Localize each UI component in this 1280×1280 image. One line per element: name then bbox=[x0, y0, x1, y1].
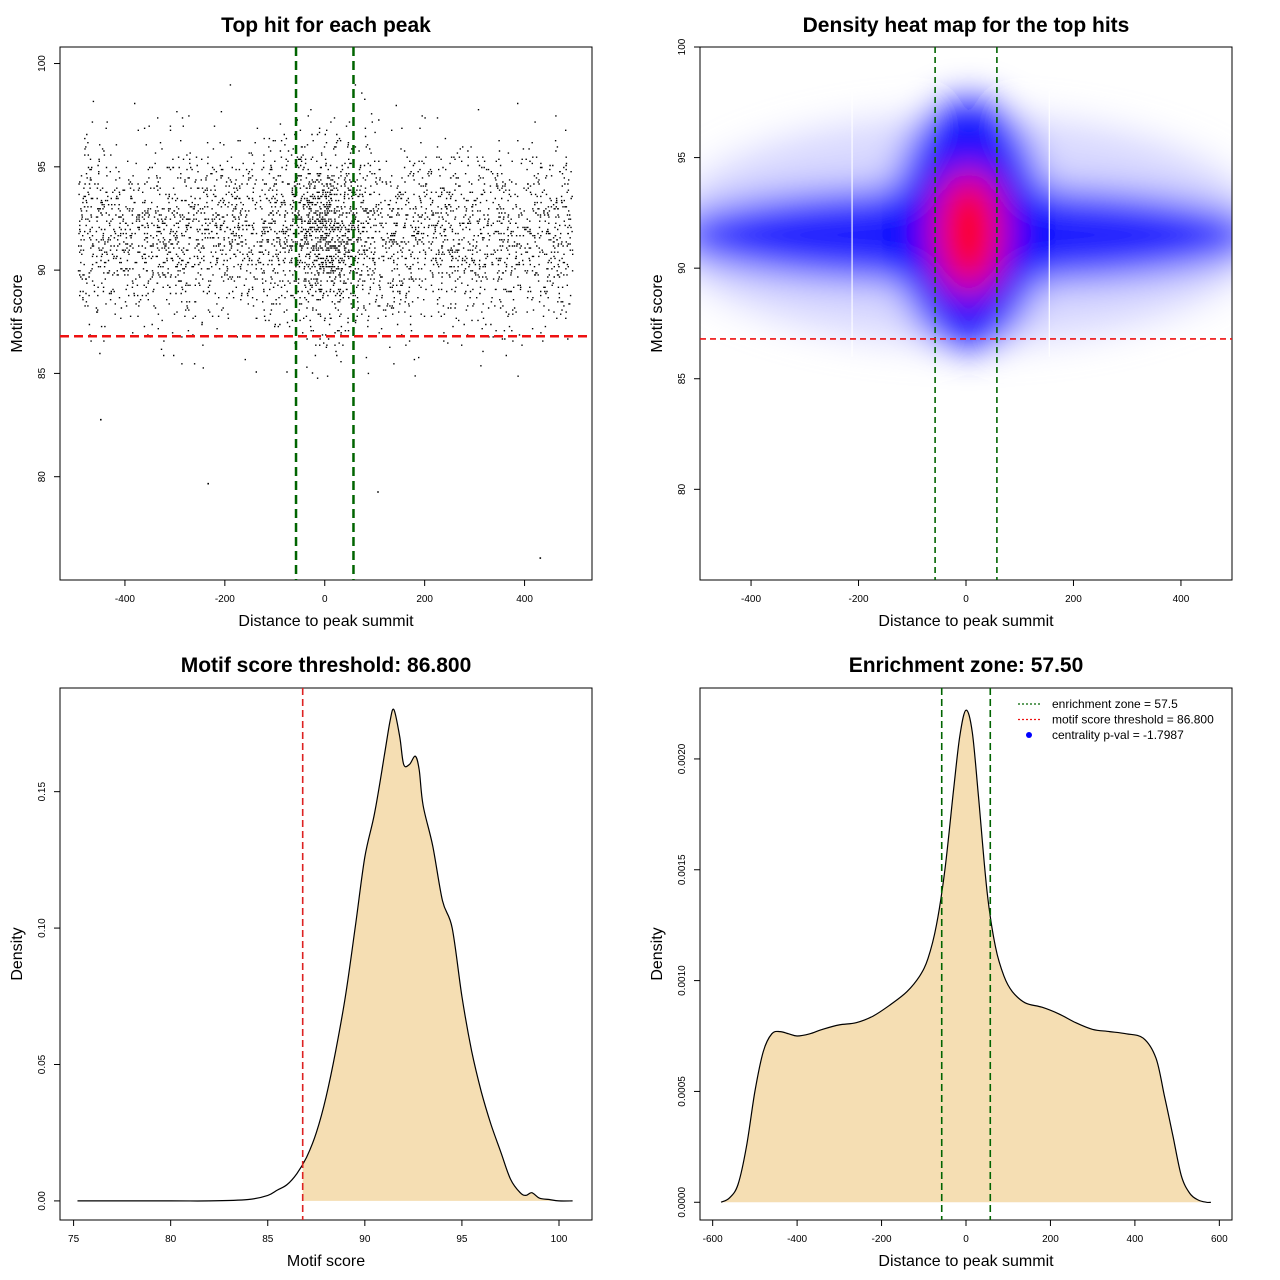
panel-scatter: Top hit for each peak Distance to peak su… bbox=[9, 14, 593, 630]
x-tick-label: 400 bbox=[1173, 594, 1190, 605]
x-tick-label: -400 bbox=[741, 594, 761, 605]
panel-enrichment-density: Enrichment zone: 57.50 Distance to peak s… bbox=[649, 654, 1233, 1270]
x-tick-label: 80 bbox=[165, 1234, 177, 1245]
heatmap-peak bbox=[934, 171, 1003, 292]
density-curve bbox=[720, 709, 1211, 1204]
y-tick-label: 0.0010 bbox=[677, 965, 688, 996]
y-tick-label: 80 bbox=[37, 471, 48, 483]
x-tick-label: 100 bbox=[551, 1234, 568, 1245]
y-tick-label: 100 bbox=[37, 55, 48, 72]
x-tick-label: 200 bbox=[416, 594, 433, 605]
x-tick-label: 200 bbox=[1065, 594, 1082, 605]
x-tick-label: -200 bbox=[849, 594, 869, 605]
chart-title: Enrichment zone: 57.50 bbox=[849, 654, 1084, 677]
density-fill bbox=[721, 710, 1211, 1203]
chart-title: Top hit for each peak bbox=[221, 14, 431, 37]
x-axis-label: Distance to peak summit bbox=[238, 613, 414, 630]
x-tick-label: 600 bbox=[1211, 1234, 1228, 1245]
x-tick-label: -200 bbox=[215, 594, 235, 605]
y-tick-label: 0.0000 bbox=[677, 1187, 688, 1218]
x-axis-label: Distance to peak summit bbox=[878, 613, 1054, 630]
heatmap-area bbox=[700, 47, 1232, 580]
panel-motif-density: Motif score threshold: 86.800 Motif score… bbox=[9, 654, 593, 1270]
y-tick-label: 80 bbox=[677, 483, 688, 495]
x-tick-label: 400 bbox=[516, 594, 533, 605]
legend-item: centrality p-val = -1.7987 bbox=[1026, 728, 1184, 742]
legend-item: enrichment zone = 57.5 bbox=[1018, 697, 1178, 711]
density-fill bbox=[302, 709, 573, 1201]
x-tick-label: 0 bbox=[322, 594, 328, 605]
y-tick-label: 0.0020 bbox=[677, 743, 688, 774]
x-axis-label: Motif score bbox=[287, 1253, 365, 1270]
legend-label: centrality p-val = -1.7987 bbox=[1052, 728, 1184, 742]
y-tick-label: 90 bbox=[37, 264, 48, 276]
y-tick-label: 95 bbox=[677, 152, 688, 164]
y-tick-label: 0.05 bbox=[37, 1054, 48, 1074]
y-tick-label: 0.10 bbox=[37, 918, 48, 938]
y-tick-label: 0.00 bbox=[37, 1191, 48, 1211]
legend-item: motif score threshold = 86.800 bbox=[1018, 713, 1214, 727]
x-tick-label: 90 bbox=[359, 1234, 371, 1245]
y-tick-label: 0.0015 bbox=[677, 854, 688, 885]
scatter-point-cloud bbox=[77, 84, 574, 559]
y-tick-label: 0.15 bbox=[37, 782, 48, 802]
y-axis-label: Density bbox=[9, 927, 26, 980]
legend-label: enrichment zone = 57.5 bbox=[1052, 697, 1178, 711]
x-tick-label: 95 bbox=[456, 1234, 468, 1245]
chart-title: Density heat map for the top hits bbox=[803, 14, 1130, 37]
x-tick-label: 75 bbox=[68, 1234, 80, 1245]
x-tick-label: 200 bbox=[1042, 1234, 1059, 1245]
x-tick-label: -400 bbox=[787, 1234, 807, 1245]
x-axis-label: Distance to peak summit bbox=[878, 1253, 1054, 1270]
y-axis-label: Motif score bbox=[649, 274, 666, 352]
y-tick-label: 85 bbox=[677, 373, 688, 385]
panel-heatmap: Density heat map for the top hits Distanc… bbox=[649, 14, 1233, 630]
x-tick-label: 400 bbox=[1127, 1234, 1144, 1245]
scatter-points bbox=[77, 84, 574, 559]
y-tick-label: 85 bbox=[37, 367, 48, 379]
density-curve bbox=[77, 708, 573, 1202]
y-axis-label: Motif score bbox=[9, 274, 26, 352]
legend-point-symbol bbox=[1026, 732, 1032, 738]
x-tick-label: 85 bbox=[262, 1234, 274, 1245]
legend-label: motif score threshold = 86.800 bbox=[1052, 713, 1214, 727]
x-tick-label: -600 bbox=[703, 1234, 723, 1245]
x-tick-label: -200 bbox=[872, 1234, 892, 1245]
x-tick-label: 0 bbox=[963, 1234, 969, 1245]
y-tick-label: 90 bbox=[677, 262, 688, 274]
x-tick-label: -400 bbox=[115, 594, 135, 605]
y-axis-label: Density bbox=[649, 927, 666, 980]
y-tick-label: 0.0005 bbox=[677, 1076, 688, 1107]
y-tick-label: 100 bbox=[677, 38, 688, 55]
chart-title: Motif score threshold: 86.800 bbox=[181, 654, 472, 677]
heatmap-blobs bbox=[700, 98, 1232, 349]
legend: enrichment zone = 57.5 motif score thresh… bbox=[1018, 697, 1214, 742]
y-tick-label: 95 bbox=[37, 161, 48, 173]
x-tick-label: 0 bbox=[963, 594, 969, 605]
